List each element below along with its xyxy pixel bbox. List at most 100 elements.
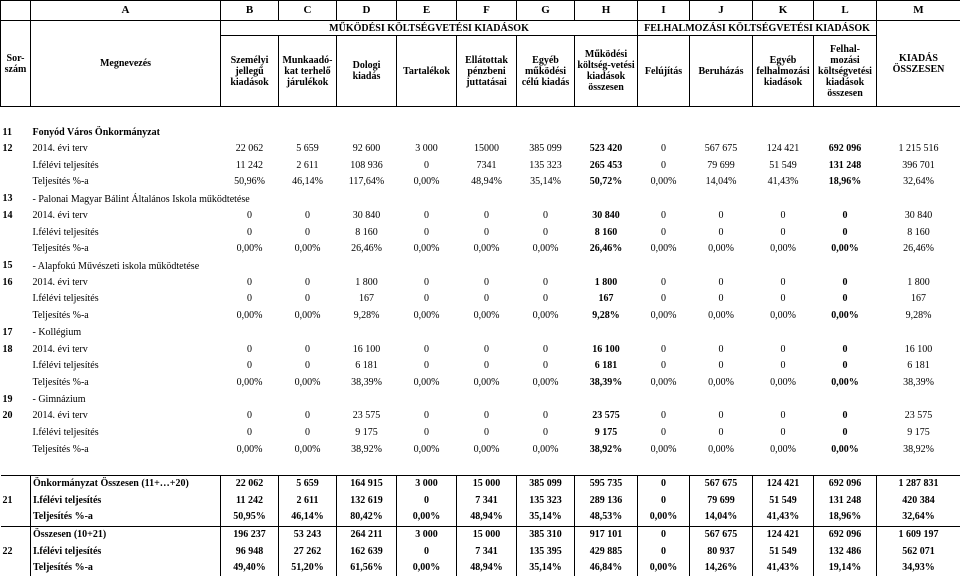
cell-value: 6 181 — [877, 358, 960, 375]
cell-value: 1 609 197 — [877, 526, 960, 543]
row-number — [1, 358, 31, 375]
row-label: 2014. évi terv — [31, 275, 221, 292]
cell-value: 0 — [517, 208, 575, 225]
col-header-szemelyi: Személyi jellegű kiadások — [221, 36, 279, 107]
cell-value: 22 062 — [221, 475, 279, 492]
cell-value: 385 099 — [517, 141, 575, 158]
cell-value: 32,64% — [877, 174, 960, 191]
cell-value: 0,00% — [690, 441, 753, 458]
cell-value: 0,00% — [638, 509, 690, 526]
cell-value: 48,94% — [457, 509, 517, 526]
mukodesi-group-header: MŰKÖDÉSI KÖLTSÉGVETÉSI KIADÁSOK — [221, 21, 638, 36]
row-number — [1, 158, 31, 175]
cell-value: 0 — [814, 208, 877, 225]
cell-value: 48,53% — [575, 509, 638, 526]
cell-value: 0 — [457, 358, 517, 375]
cell-value: 35,14% — [517, 560, 575, 576]
cell-value: 41,43% — [753, 174, 814, 191]
row-label: I.félévi teljesítés — [31, 224, 221, 241]
cell-value: 0 — [638, 526, 690, 543]
row-number: 16 — [1, 275, 31, 292]
cell-value: 5 659 — [279, 141, 337, 158]
cell-value: 48,94% — [457, 174, 517, 191]
cell-value: 6 181 — [337, 358, 397, 375]
cell-value: 61,56% — [337, 560, 397, 576]
subsection-title: - Kollégium — [31, 324, 960, 341]
cell-value: 0,00% — [753, 308, 814, 325]
cell-value: 0,00% — [517, 308, 575, 325]
cell-value: 23 575 — [337, 408, 397, 425]
cell-value: 0 — [397, 341, 457, 358]
kiadas-osszesen-header: KIADÁS ÖSSZESEN — [877, 21, 960, 107]
cell-value: 0 — [397, 208, 457, 225]
group-header-row: Sor-szám Megnevezés MŰKÖDÉSI KÖLTSÉGVETÉ… — [1, 21, 960, 36]
cell-value: 11 242 — [221, 158, 279, 175]
cell-value: 7 341 — [457, 493, 517, 510]
cell-value: 0 — [690, 275, 753, 292]
cell-value: 264 211 — [337, 526, 397, 543]
cell-value: 50,72% — [575, 174, 638, 191]
cell-value: 0 — [753, 224, 814, 241]
cell-value: 8 160 — [877, 224, 960, 241]
cell-value: 0,00% — [397, 441, 457, 458]
cell-value: 0,00% — [221, 441, 279, 458]
cell-value: 0 — [221, 275, 279, 292]
cell-value: 32,64% — [877, 509, 960, 526]
col-letter: H — [575, 1, 638, 21]
cell-value: 0 — [397, 493, 457, 510]
column-letters-row: A B C D E F G H I J K L M — [1, 1, 960, 21]
subsection-title: - Alapfokú Művészeti iskola működtetése — [31, 258, 960, 275]
cell-value: 9,28% — [337, 308, 397, 325]
cell-value: 0 — [279, 358, 337, 375]
cell-value: 0,00% — [517, 375, 575, 392]
cell-value: 0 — [517, 408, 575, 425]
cell-value: 1 215 516 — [877, 141, 960, 158]
cell-value: 0,00% — [397, 509, 457, 526]
cell-value: 0,00% — [517, 441, 575, 458]
cell-value: 167 — [337, 291, 397, 308]
sorszam-header: Sor-szám — [1, 21, 31, 107]
cell-value: 46,14% — [279, 174, 337, 191]
cell-value: 50,95% — [221, 509, 279, 526]
cell-value: 9 175 — [337, 425, 397, 442]
cell-value: 0,00% — [638, 241, 690, 258]
cell-value: 0,00% — [397, 560, 457, 576]
cell-value: 46,14% — [279, 509, 337, 526]
cell-value: 0,00% — [517, 241, 575, 258]
row-label: Teljesítés %-a — [31, 308, 221, 325]
cell-value: 0 — [638, 408, 690, 425]
cell-value: 38,39% — [575, 375, 638, 392]
col-header-beruhazas: Beruházás — [690, 36, 753, 107]
col-header-tartalekok: Tartalékok — [397, 36, 457, 107]
cell-value: 18,96% — [814, 174, 877, 191]
megnevezes-header: Megnevezés — [31, 21, 221, 107]
cell-value: 692 096 — [814, 475, 877, 492]
cell-value: 92 600 — [337, 141, 397, 158]
cell-value: 0 — [457, 275, 517, 292]
cell-value: 3 000 — [397, 475, 457, 492]
cell-value: 0,00% — [279, 308, 337, 325]
cell-value: 1 800 — [877, 275, 960, 292]
cell-value: 14,04% — [690, 174, 753, 191]
row-label: I.félévi teljesítés — [31, 291, 221, 308]
cell-value: 0,00% — [638, 308, 690, 325]
col-header-egyeb-felhalmozasi: Egyéb felhalmozási kiadások — [753, 36, 814, 107]
cell-value: 132 619 — [337, 493, 397, 510]
col-letter: A — [31, 1, 221, 21]
cell-value: 3 000 — [397, 141, 457, 158]
cell-value: 0 — [638, 493, 690, 510]
cell-value: 0 — [690, 408, 753, 425]
cell-value: 5 659 — [279, 475, 337, 492]
col-header-egyeb-mukodesi: Egyéb működési célú kiadás — [517, 36, 575, 107]
cell-value: 0,00% — [753, 375, 814, 392]
row-label: 2014. évi terv — [31, 208, 221, 225]
row-number — [1, 441, 31, 458]
cell-value: 135 395 — [517, 543, 575, 560]
cell-value: 46,84% — [575, 560, 638, 576]
cell-value: 0 — [690, 291, 753, 308]
cell-value: 38,39% — [877, 375, 960, 392]
cell-value: 0 — [279, 275, 337, 292]
cell-value: 1 800 — [575, 275, 638, 292]
cell-value: 0 — [753, 341, 814, 358]
